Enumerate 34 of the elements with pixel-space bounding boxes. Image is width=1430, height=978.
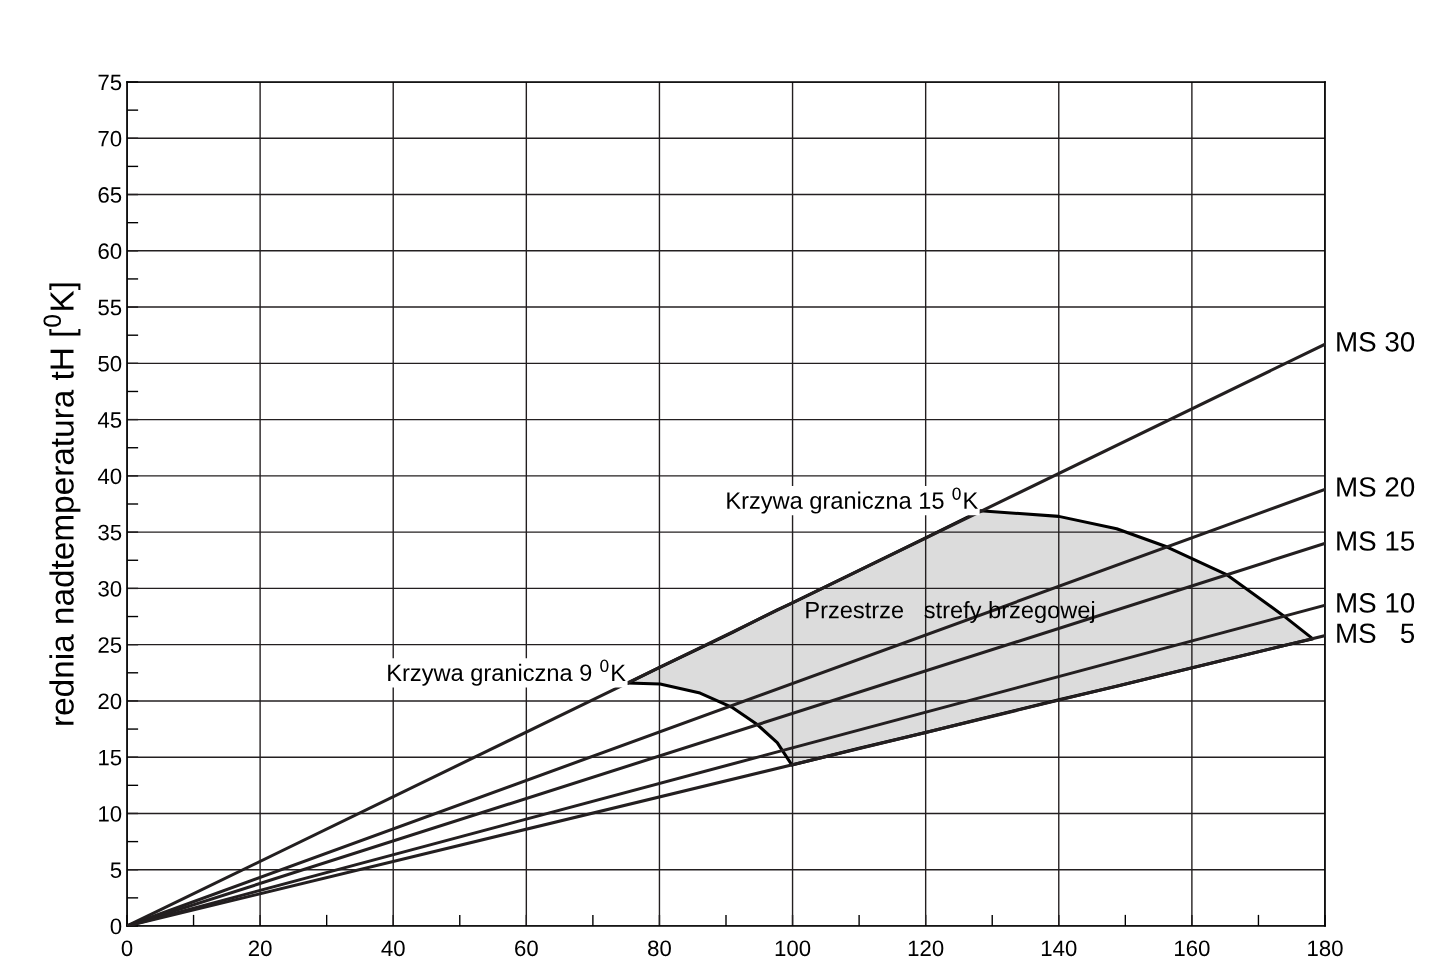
y-tick-label: 0 — [110, 918, 122, 935]
series-label: MS 5 — [1337, 623, 1415, 644]
y-tick-label: 10 — [99, 806, 122, 822]
y-tick-label: 30 — [98, 580, 122, 597]
x-tick-label: 0 — [121, 940, 133, 957]
y-tick-label: 40 — [97, 468, 122, 485]
y-tick-label: 75 — [98, 74, 122, 91]
series-label: MS 15 — [1337, 531, 1415, 551]
y-tick-label: 20 — [98, 693, 122, 710]
y-tick-label: 35 — [98, 524, 122, 541]
y-tick-label: 15 — [99, 749, 122, 766]
y-tick-label: 70 — [98, 130, 122, 147]
x-tick-label: 160 — [1175, 940, 1210, 957]
y-tick-label: 25 — [98, 637, 122, 653]
y-tick-label: 5 — [110, 862, 122, 878]
y-tick-label: 60 — [98, 243, 122, 260]
x-tick-label: 140 — [1041, 940, 1077, 957]
x-tick-label: 40 — [381, 940, 405, 957]
series-label: MS 10 — [1337, 593, 1415, 613]
y-tick-label: 65 — [98, 187, 122, 203]
annotation: Krzywa graniczna 9 $^{0}$K — [388, 659, 626, 686]
y-tick-label: 55 — [98, 299, 122, 316]
x-tick-label: 80 — [648, 940, 671, 957]
y-tick-label: 45 — [97, 412, 122, 428]
series-label: MS 30 — [1337, 331, 1415, 352]
x-tick-label: 60 — [515, 940, 538, 957]
series-label: MS 20 — [1337, 477, 1415, 497]
x-tick-label: 180 — [1308, 940, 1343, 957]
x-tick-label: 20 — [248, 940, 272, 957]
annotation: Krzywa graniczna 15 $^{0}$K — [727, 487, 978, 514]
y-axis-title: rednia nadtemperatura tH [$^{0}$K] — [43, 283, 81, 725]
x-tick-label: 120 — [908, 940, 944, 957]
y-tick-label: 50 — [98, 355, 122, 372]
x-tick-label: 100 — [775, 940, 811, 957]
